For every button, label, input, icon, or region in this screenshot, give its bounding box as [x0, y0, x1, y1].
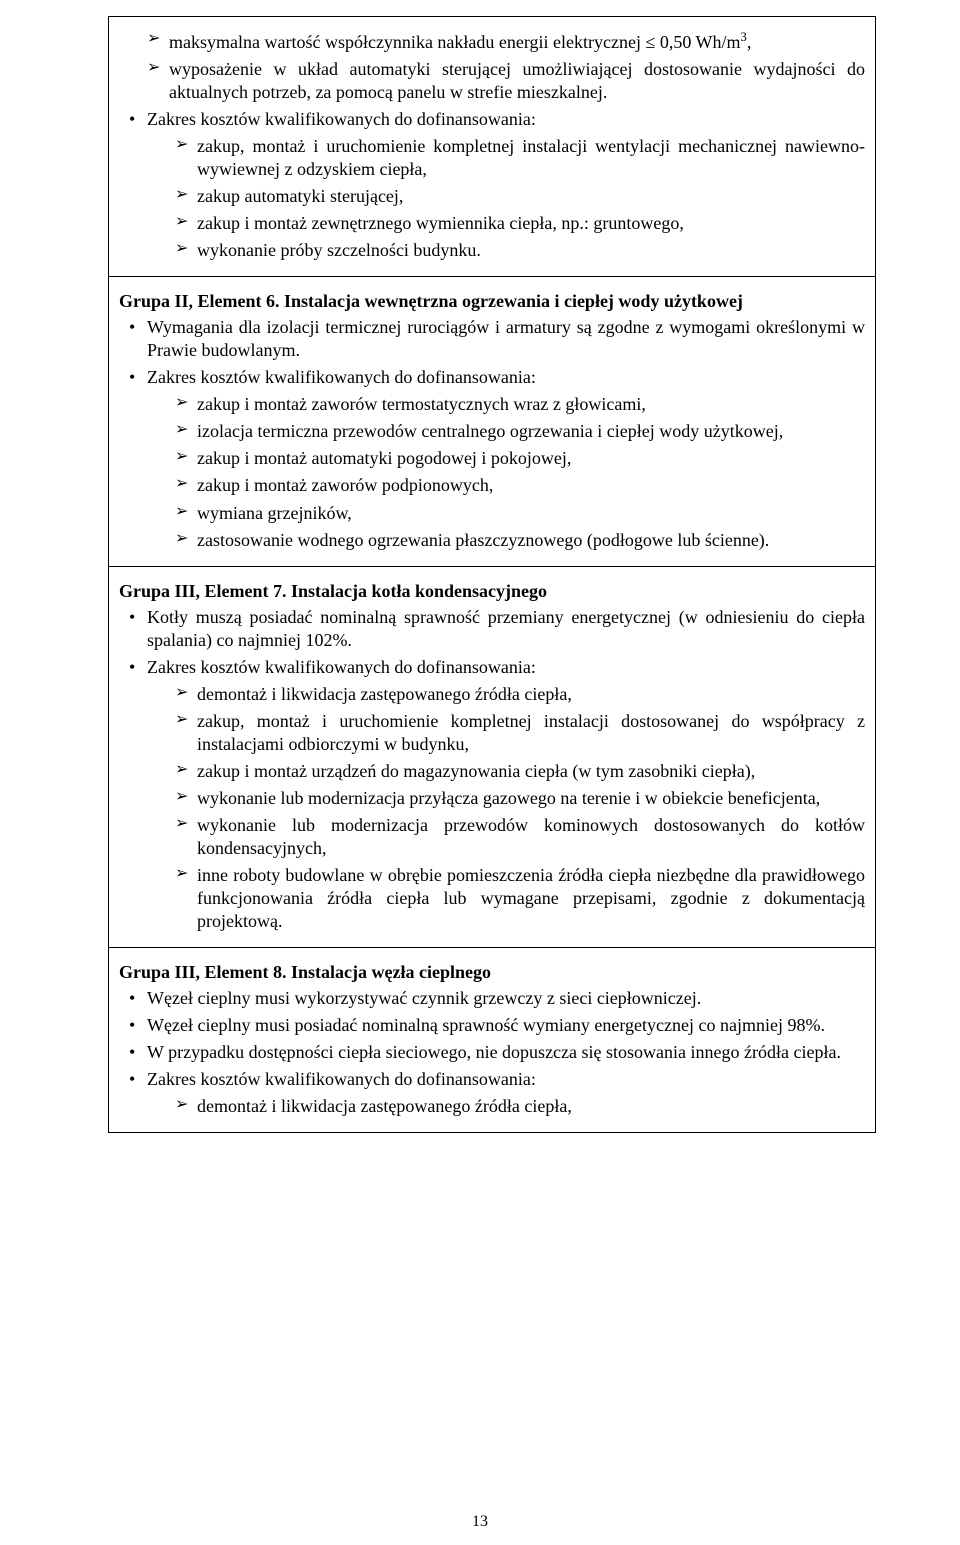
arrow-text: demontaż i likwidacja zastępowanego źród…	[197, 684, 572, 704]
arrow-item: zakup automatyki sterującej,	[147, 185, 865, 208]
bullet-text: Węzeł cieplny musi wykorzystywać czynnik…	[147, 988, 701, 1008]
arrow-text: zastosowanie wodnego ogrzewania płaszczy…	[197, 530, 769, 550]
arrow-text: wyposażenie w układ automatyki sterujące…	[169, 59, 865, 102]
arrow-text: zakup i montaż automatyki pogodowej i po…	[197, 448, 571, 468]
bullet-item: W przypadku dostępności ciepła siecioweg…	[119, 1041, 865, 1064]
arrow-item: zakup i montaż zaworów termostatycznych …	[147, 393, 865, 416]
arrow-text: zakup automatyki sterującej,	[197, 186, 403, 206]
arrow-item: maksymalna wartość współczynnika nakładu…	[119, 29, 865, 54]
arrow-list: zakup i montaż zaworów termostatycznych …	[147, 393, 865, 551]
bullet-item: Kotły muszą posiadać nominalną sprawność…	[119, 606, 865, 652]
arrow-text: wymiana grzejników,	[197, 503, 352, 523]
bullet-text: Zakres kosztów kwalifikowanych do dofina…	[147, 367, 536, 387]
arrow-item: zakup, montaż i uruchomienie kompletnej …	[147, 710, 865, 756]
arrow-text: zakup i montaż zewnętrznego wymiennika c…	[197, 213, 684, 233]
section-cell-3: Grupa III, Element 8. Instalacja węzła c…	[108, 948, 876, 1133]
arrow-item: wykonanie lub modernizacja przewodów kom…	[147, 814, 865, 860]
bullet-list: Zakres kosztów kwalifikowanych do dofina…	[119, 108, 865, 262]
arrow-text: wykonanie próby szczelności budynku.	[197, 240, 481, 260]
document-page: maksymalna wartość współczynnika nakładu…	[0, 0, 960, 1545]
arrow-item: zakup i montaż zewnętrznego wymiennika c…	[147, 212, 865, 235]
arrow-text: izolacja termiczna przewodów centralnego…	[197, 421, 783, 441]
arrow-list: demontaż i likwidacja zastępowanego źród…	[147, 683, 865, 933]
bullet-item: Zakres kosztów kwalifikowanych do dofina…	[119, 108, 865, 262]
bullet-text: Zakres kosztów kwalifikowanych do dofina…	[147, 109, 536, 129]
section-cell-0: maksymalna wartość współczynnika nakładu…	[108, 16, 876, 277]
bullet-text: Węzeł cieplny musi posiadać nominalną sp…	[147, 1015, 825, 1035]
arrow-item: wykonanie lub modernizacja przyłącza gaz…	[147, 787, 865, 810]
arrow-list: zakup, montaż i uruchomienie kompletnej …	[147, 135, 865, 262]
intro-arrow-list: maksymalna wartość współczynnika nakładu…	[119, 29, 865, 104]
page-number: 13	[0, 1513, 960, 1531]
bullet-item: Zakres kosztów kwalifikowanych do dofina…	[119, 656, 865, 933]
arrow-text: zakup, montaż i uruchomienie kompletnej …	[197, 711, 865, 754]
bullet-text: Wymagania dla izolacji termicznej ruroci…	[147, 317, 865, 360]
section-cell-1: Grupa II, Element 6. Instalacja wewnętrz…	[108, 277, 876, 566]
section-title: Grupa III, Element 7. Instalacja kotła k…	[119, 581, 865, 602]
section-title: Grupa III, Element 8. Instalacja węzła c…	[119, 962, 865, 983]
bullet-list: Wymagania dla izolacji termicznej ruroci…	[119, 316, 865, 551]
arrow-text: zakup i montaż zaworów podpionowych,	[197, 475, 493, 495]
arrow-text: demontaż i likwidacja zastępowanego źród…	[197, 1096, 572, 1116]
arrow-item: inne roboty budowlane w obrębie pomieszc…	[147, 864, 865, 933]
arrow-item: zakup i montaż urządzeń do magazynowania…	[147, 760, 865, 783]
bullet-item: Zakres kosztów kwalifikowanych do dofina…	[119, 366, 865, 551]
arrow-text: zakup i montaż zaworów termostatycznych …	[197, 394, 646, 414]
arrow-list: demontaż i likwidacja zastępowanego źród…	[147, 1095, 865, 1118]
arrow-text: zakup i montaż urządzeń do magazynowania…	[197, 761, 755, 781]
arrow-text: inne roboty budowlane w obrębie pomieszc…	[197, 865, 865, 931]
bullet-item: Zakres kosztów kwalifikowanych do dofina…	[119, 1068, 865, 1118]
section-cell-2: Grupa III, Element 7. Instalacja kotła k…	[108, 567, 876, 948]
arrow-item: izolacja termiczna przewodów centralnego…	[147, 420, 865, 443]
arrow-item: demontaż i likwidacja zastępowanego źród…	[147, 683, 865, 706]
arrow-text: maksymalna wartość współczynnika nakładu…	[169, 32, 751, 52]
arrow-text: zakup, montaż i uruchomienie kompletnej …	[197, 136, 865, 179]
arrow-item: demontaż i likwidacja zastępowanego źród…	[147, 1095, 865, 1118]
bullet-item: Węzeł cieplny musi wykorzystywać czynnik…	[119, 987, 865, 1010]
arrow-item: wykonanie próby szczelności budynku.	[147, 239, 865, 262]
arrow-item: zakup, montaż i uruchomienie kompletnej …	[147, 135, 865, 181]
arrow-item: zakup i montaż zaworów podpionowych,	[147, 474, 865, 497]
bullet-text: Zakres kosztów kwalifikowanych do dofina…	[147, 1069, 536, 1089]
section-title: Grupa II, Element 6. Instalacja wewnętrz…	[119, 291, 865, 312]
arrow-item: wymiana grzejników,	[147, 502, 865, 525]
bullet-text: Zakres kosztów kwalifikowanych do dofina…	[147, 657, 536, 677]
bullet-list: Kotły muszą posiadać nominalną sprawność…	[119, 606, 865, 933]
arrow-item: zastosowanie wodnego ogrzewania płaszczy…	[147, 529, 865, 552]
bullet-text: Kotły muszą posiadać nominalną sprawność…	[147, 607, 865, 650]
bullet-item: Węzeł cieplny musi posiadać nominalną sp…	[119, 1014, 865, 1037]
arrow-item: wyposażenie w układ automatyki sterujące…	[119, 58, 865, 104]
arrow-item: zakup i montaż automatyki pogodowej i po…	[147, 447, 865, 470]
bullet-item: Wymagania dla izolacji termicznej ruroci…	[119, 316, 865, 362]
bullet-list: Węzeł cieplny musi wykorzystywać czynnik…	[119, 987, 865, 1118]
bullet-text: W przypadku dostępności ciepła siecioweg…	[147, 1042, 841, 1062]
arrow-text: wykonanie lub modernizacja przyłącza gaz…	[197, 788, 820, 808]
arrow-text: wykonanie lub modernizacja przewodów kom…	[197, 815, 865, 858]
